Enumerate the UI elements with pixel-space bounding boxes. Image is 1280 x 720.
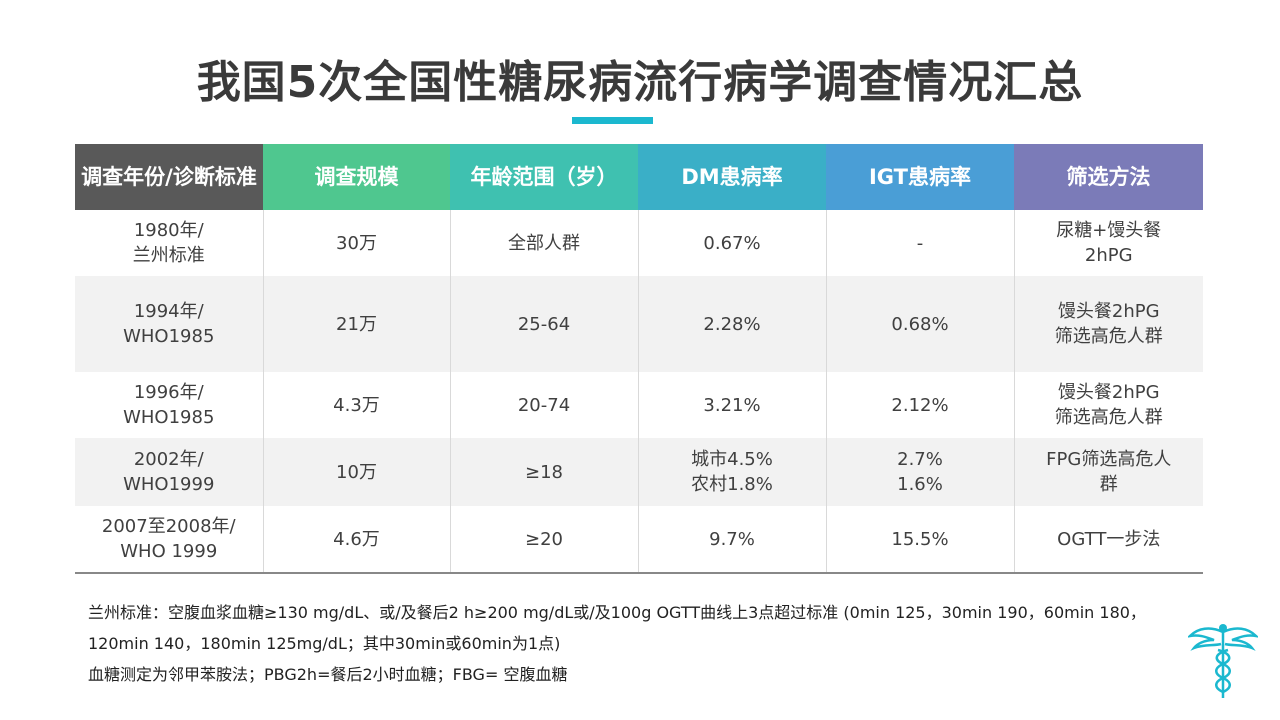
table-row: 1994年/WHO1985 21万 25-64 2.28% 0.68% 馒头餐2hPG 筛选… (75, 276, 1203, 372)
cell-screening-method: 馒头餐2hPG 筛选高危人群 (1014, 276, 1203, 372)
cell-age-range: ≥20 (450, 506, 639, 574)
header-year-standard: 调查年份/诊断标准 (75, 144, 263, 210)
cell-scale: 4.3万 (263, 372, 451, 438)
table-header-row: 调查年份/诊断标准 调查规模 年龄范围（岁） DM患病率 IGT患病率 筛选方法 (75, 144, 1203, 210)
caduceus-icon (1188, 624, 1258, 698)
cell-screening-method: 尿糖+馒头餐 2hPG (1014, 210, 1203, 276)
header-screening-method: 筛选方法 (1014, 144, 1203, 210)
cell-age-range: 全部人群 (450, 210, 639, 276)
table-row: 1996年/WHO1985 4.3万 20-74 3.21% 2.12% 馒头餐2hPG 筛… (75, 372, 1203, 438)
survey-table: 调查年份/诊断标准 调查规模 年龄范围（岁） DM患病率 IGT患病率 筛选方法… (75, 144, 1203, 574)
cell-dm-prevalence: 9.7% (638, 506, 827, 574)
table-row: 1980年/兰州标准 30万 全部人群 0.67% - 尿糖+馒头餐 2hPG (75, 210, 1203, 276)
cell-screening-method: OGTT一步法 (1014, 506, 1203, 574)
cell-dm-prevalence: 2.28% (638, 276, 827, 372)
header-scale: 调查规模 (263, 144, 450, 210)
cell-year-standard: 1994年/WHO1985 (75, 276, 264, 372)
cell-screening-method: FPG筛选高危人群 (1014, 438, 1203, 506)
table-row: 2007至2008年/WHO 1999 4.6万 ≥20 9.7% 15.5% OGTT一… (75, 506, 1203, 574)
cell-dm-prevalence: 城市4.5% 农村1.8% (638, 438, 827, 506)
cell-age-range: 20-74 (450, 372, 639, 438)
cell-year-standard: 1996年/WHO1985 (75, 372, 264, 438)
cell-screening-method: 馒头餐2hPG 筛选高危人群 (1014, 372, 1203, 438)
title-underline (572, 117, 653, 124)
cell-year-standard: 2007至2008年/WHO 1999 (75, 506, 264, 574)
cell-igt-prevalence: - (826, 210, 1015, 276)
cell-scale: 10万 (263, 438, 451, 506)
cell-year-standard: 2002年/WHO1999 (75, 438, 264, 506)
cell-scale: 21万 (263, 276, 451, 372)
table-row: 2002年/WHO1999 10万 ≥18 城市4.5% 农村1.8% 2.7% 1.6% F… (75, 438, 1203, 506)
cell-age-range: 25-64 (450, 276, 639, 372)
footnote-lanzhou-standard: 兰州标准：空腹血浆血糖≥130 mg/dL、或/及餐后2 h≥200 mg/dL… (88, 603, 1146, 653)
cell-scale: 30万 (263, 210, 451, 276)
cell-dm-prevalence: 3.21% (638, 372, 827, 438)
cell-dm-prevalence: 0.67% (638, 210, 827, 276)
header-age-range: 年龄范围（岁） (450, 144, 638, 210)
header-dm-prevalence: DM患病率 (638, 144, 826, 210)
cell-igt-prevalence: 15.5% (826, 506, 1015, 574)
cell-igt-prevalence: 2.12% (826, 372, 1015, 438)
cell-age-range: ≥18 (450, 438, 639, 506)
cell-igt-prevalence: 0.68% (826, 276, 1015, 372)
footnotes: 兰州标准：空腹血浆血糖≥130 mg/dL、或/及餐后2 h≥200 mg/dL… (88, 597, 1168, 690)
page-title: 我国5次全国性糖尿病流行病学调查情况汇总 (196, 57, 1084, 108)
cell-year-standard: 1980年/兰州标准 (75, 210, 264, 276)
header-igt-prevalence: IGT患病率 (826, 144, 1014, 210)
footnote-abbreviations: 血糖测定为邻甲苯胺法；PBG2h=餐后2小时血糖；FBG= 空腹血糖 (88, 665, 568, 684)
cell-igt-prevalence: 2.7% 1.6% (826, 438, 1015, 506)
cell-scale: 4.6万 (263, 506, 451, 574)
